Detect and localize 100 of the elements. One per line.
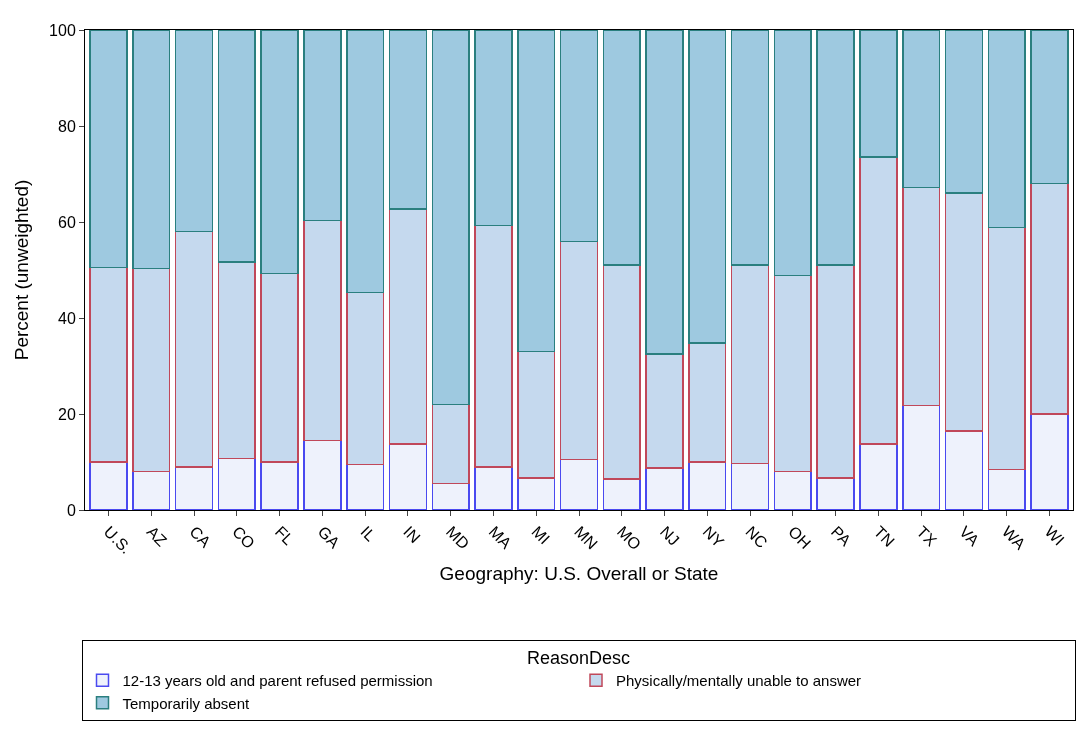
bar — [944, 430, 984, 510]
bar — [260, 461, 299, 510]
bar — [602, 30, 641, 266]
bar — [474, 466, 513, 510]
bar — [431, 403, 470, 485]
bar — [816, 264, 855, 479]
x-tick-label: AZ — [143, 522, 171, 550]
bar — [688, 461, 727, 510]
bar — [303, 439, 342, 510]
bar — [474, 30, 513, 227]
bar — [859, 30, 898, 158]
x-tick-label: FL — [271, 522, 298, 549]
bar — [303, 219, 342, 442]
x-tick-label: WI — [1041, 522, 1068, 549]
bar — [174, 466, 214, 510]
bar — [730, 30, 770, 266]
y-tick-label: 0 — [66, 501, 76, 519]
bar — [730, 462, 770, 510]
x-tick-label: NC — [742, 522, 771, 552]
x-tick-label: MN — [571, 522, 601, 553]
bar — [431, 30, 470, 406]
bar — [346, 291, 385, 466]
bar — [132, 267, 171, 473]
y-tick-label: 40 — [58, 309, 76, 327]
bar — [816, 30, 855, 266]
y-tick-label: 80 — [58, 117, 76, 135]
bar — [260, 30, 299, 275]
x-tick-label: TN — [870, 522, 898, 551]
x-tick-label: CA — [186, 522, 215, 551]
x-tick-label: VA — [956, 522, 983, 550]
bar — [602, 478, 641, 510]
y-tick-label: 100 — [49, 21, 76, 39]
y-axis-title: Percent (unweighted) — [10, 179, 32, 361]
y-tick-label: 60 — [58, 213, 76, 231]
bar — [559, 30, 599, 243]
x-tick-label: MD — [442, 522, 473, 553]
bar — [474, 224, 513, 468]
x-tick-label: TX — [913, 522, 941, 550]
bar — [89, 30, 128, 269]
x-tick-label: GA — [314, 522, 344, 552]
bar — [645, 353, 684, 469]
bar — [559, 240, 599, 461]
bar — [688, 30, 727, 344]
bar — [217, 30, 256, 263]
x-tick-label: MA — [485, 522, 515, 553]
bar — [773, 30, 812, 277]
bar — [346, 463, 385, 510]
x-tick-label: CO — [229, 522, 259, 552]
bar — [645, 30, 684, 355]
bar — [174, 230, 214, 468]
bar — [346, 30, 385, 294]
x-tick-label: MI — [528, 522, 554, 548]
bar — [388, 443, 428, 510]
bar — [773, 470, 812, 510]
x-tick-label: MO — [613, 522, 645, 554]
legend-title: ReasonDesc — [526, 648, 631, 668]
bar — [89, 461, 128, 510]
bar — [517, 350, 556, 479]
x-axis-title: Geography: U.S. Overall or State — [439, 562, 719, 584]
bar — [859, 156, 898, 445]
y-tick-label: 20 — [58, 405, 76, 423]
bar — [388, 208, 428, 445]
x-tick-label: NJ — [656, 522, 683, 549]
legend-label: Temporarily absent — [122, 694, 251, 712]
bar — [1030, 413, 1069, 510]
bar — [1030, 30, 1069, 185]
bar — [517, 30, 556, 353]
bar — [645, 467, 684, 510]
bar — [388, 30, 428, 210]
bar — [602, 264, 641, 480]
bar — [174, 30, 214, 233]
bar — [217, 261, 256, 460]
bar — [303, 30, 342, 222]
bar — [987, 468, 1026, 510]
legend-label: Physically/mentally unable to answer — [616, 672, 862, 690]
bar — [987, 30, 1026, 229]
bar — [517, 477, 556, 510]
x-tick-label: IL — [357, 522, 379, 545]
bar — [902, 404, 941, 510]
bar — [132, 30, 171, 270]
x-tick-label: WA — [998, 522, 1029, 554]
bar — [431, 482, 470, 510]
x-tick-label: OH — [785, 522, 815, 552]
bar — [559, 458, 599, 510]
bar — [987, 226, 1026, 471]
bar — [773, 274, 812, 473]
bar — [1030, 182, 1069, 415]
bar — [688, 342, 727, 463]
legend-label: 12-13 years old and parent refused permission — [122, 672, 433, 690]
x-tick-label: PA — [827, 522, 855, 550]
x-tick-label: IN — [400, 522, 424, 547]
bar — [902, 186, 941, 407]
bar — [132, 470, 171, 510]
bar — [944, 30, 984, 194]
bar — [859, 443, 898, 510]
bar — [217, 457, 256, 510]
bar — [730, 264, 770, 465]
bar — [260, 272, 299, 463]
bar — [89, 266, 128, 463]
bar — [902, 30, 941, 189]
